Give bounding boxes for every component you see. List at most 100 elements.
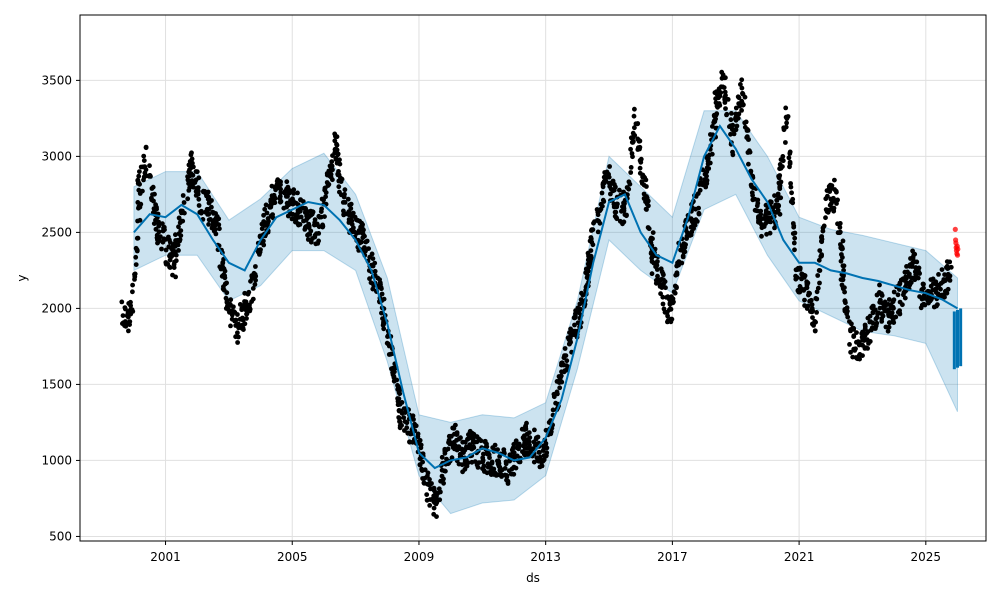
observed-point [379, 286, 384, 292]
observed-point [370, 256, 376, 261]
observed-point [489, 459, 495, 465]
observed-point [746, 161, 751, 167]
observed-point [261, 242, 267, 248]
observed-point [206, 217, 212, 223]
observed-point [908, 280, 914, 285]
observed-point [610, 188, 616, 194]
observed-point [646, 226, 652, 232]
observed-point [308, 239, 314, 245]
observed-point [120, 321, 125, 326]
observed-point [253, 264, 258, 269]
observed-point [912, 277, 918, 283]
observed-point [775, 207, 781, 213]
observed-point [282, 189, 288, 194]
observed-point [309, 211, 315, 217]
observed-point [173, 252, 179, 258]
observed-point [216, 222, 222, 228]
observed-point [136, 205, 141, 211]
observed-point [619, 208, 624, 214]
observed-point [332, 147, 338, 153]
observed-point [790, 200, 796, 206]
observed-point [316, 213, 322, 219]
observed-point [809, 302, 815, 307]
observed-point [318, 209, 324, 215]
observed-point [860, 353, 865, 358]
observed-point [209, 198, 214, 203]
observed-point [135, 218, 141, 224]
observed-point [662, 279, 668, 284]
observed-point [434, 500, 440, 505]
observed-point [599, 190, 605, 196]
observed-point [632, 106, 637, 112]
observed-point [456, 444, 462, 449]
observed-point [419, 466, 425, 472]
observed-point [463, 457, 469, 463]
observed-point [264, 210, 270, 216]
observed-point [870, 320, 876, 326]
observed-point [381, 326, 387, 332]
observed-point [384, 340, 390, 346]
observed-point [261, 238, 266, 244]
observed-point [728, 131, 733, 137]
x-axis-label: ds [526, 571, 540, 585]
observed-point [767, 230, 773, 236]
observed-point [272, 184, 277, 190]
observed-point [140, 188, 145, 194]
observed-point [585, 266, 591, 272]
observed-point [759, 216, 765, 222]
observed-point [621, 200, 626, 206]
y-tick-label: 3000 [41, 149, 72, 163]
observed-point [729, 111, 734, 116]
observed-point [132, 272, 137, 277]
observed-point [161, 236, 167, 242]
x-tick-label: 2025 [911, 550, 942, 564]
observed-point [879, 311, 884, 317]
observed-point [768, 199, 774, 205]
observed-point [724, 111, 730, 117]
observed-point [312, 232, 318, 238]
observed-point [696, 210, 702, 216]
plot-frame [79, 14, 987, 542]
observed-points-layer [119, 69, 954, 519]
observed-point [194, 186, 200, 191]
observed-point [330, 153, 335, 159]
observed-point [154, 204, 159, 210]
observed-point [665, 313, 670, 319]
observed-point [133, 254, 139, 260]
observed-point [269, 214, 275, 219]
observed-point [496, 461, 502, 466]
observed-point [944, 259, 950, 264]
observed-point [425, 470, 431, 476]
observed-point [288, 211, 294, 217]
observed-point [772, 193, 777, 199]
observed-point [881, 304, 887, 310]
observed-point [888, 305, 894, 311]
observed-point [156, 239, 161, 244]
observed-point [925, 295, 931, 301]
observed-point [180, 193, 186, 198]
observed-point [196, 196, 202, 202]
observed-point [936, 272, 941, 277]
observed-point [427, 477, 432, 482]
observed-point [776, 202, 781, 208]
observed-point [475, 465, 481, 470]
observed-point [819, 238, 824, 244]
observed-point [742, 94, 748, 100]
observed-point [526, 430, 532, 435]
observed-point [326, 182, 332, 187]
observed-point [525, 452, 531, 458]
observed-point [628, 146, 633, 152]
observed-point [730, 127, 736, 133]
observed-point [783, 105, 789, 111]
observed-point [228, 323, 233, 329]
observed-point [706, 166, 712, 171]
observed-point [190, 172, 196, 178]
observed-point [890, 299, 896, 305]
trend-line [133, 124, 958, 470]
observed-point [175, 242, 181, 248]
observed-point [808, 297, 814, 303]
observed-point [823, 215, 828, 221]
observed-point [170, 272, 175, 278]
observed-point [913, 265, 918, 270]
observed-point [590, 227, 596, 233]
